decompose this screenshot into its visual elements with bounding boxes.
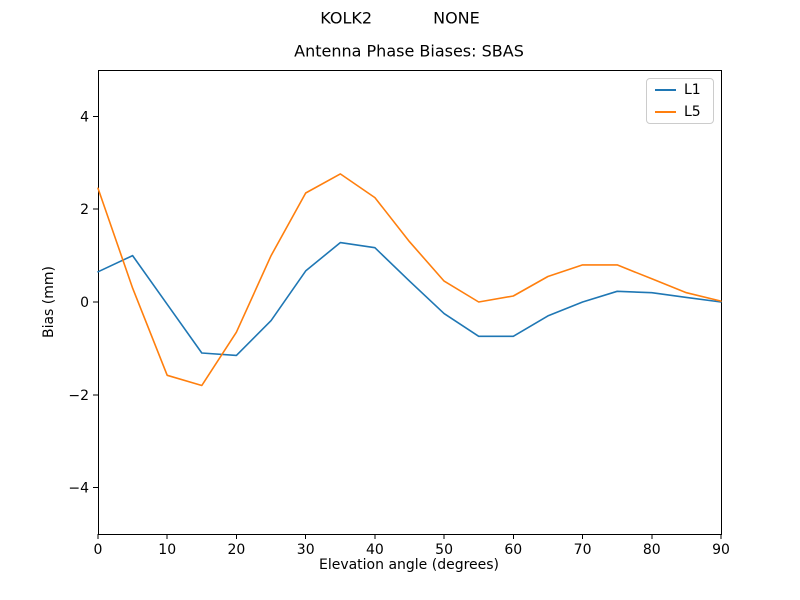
x-tick-label: 50: [435, 542, 453, 558]
legend-label-l1: L1: [684, 82, 701, 98]
chart-title: Antenna Phase Biases: SBAS: [294, 41, 524, 61]
legend-swatch-l1: [655, 89, 676, 91]
y-tick-label: −2: [68, 388, 89, 404]
figure-suptitle: KOLK2 NONE: [320, 8, 480, 28]
legend-label-l5: L5: [684, 104, 701, 120]
plot-border: [98, 70, 722, 535]
y-tick-label: 4: [80, 109, 89, 125]
legend-swatch-l5: [655, 111, 676, 113]
line-l5: [97, 173, 722, 387]
x-tick-label: 80: [643, 542, 661, 558]
legend-item-l5: L5: [655, 105, 705, 119]
x-tick-label: 60: [504, 542, 522, 558]
x-tick-label: 10: [158, 542, 176, 558]
y-tick-label: −4: [68, 481, 89, 497]
x-tick-label: 70: [574, 542, 592, 558]
x-tick-label: 20: [227, 542, 245, 558]
x-tick-label: 90: [712, 542, 730, 558]
y-tick-label: 2: [80, 202, 89, 218]
x-tick-label: 40: [366, 542, 384, 558]
y-tick-label: 0: [80, 295, 89, 311]
y-axis-label: Bias (mm): [41, 265, 57, 339]
line-l1: [97, 241, 722, 357]
x-axis-label: Elevation angle (degrees): [318, 557, 500, 573]
legend-item-l1: L1: [655, 83, 705, 97]
legend: L1 L5: [646, 78, 714, 124]
x-tick-label: 0: [94, 542, 103, 558]
x-tick-label: 30: [297, 542, 315, 558]
